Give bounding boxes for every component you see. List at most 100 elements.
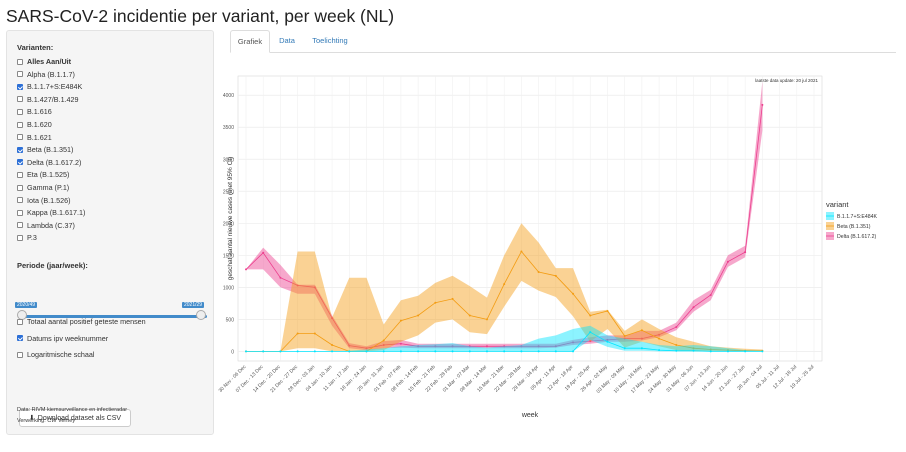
variant-checkbox-row[interactable]: Eta (B.1.525) bbox=[17, 169, 69, 180]
series-line-2 bbox=[245, 104, 763, 349]
data-point bbox=[761, 103, 764, 106]
data-point bbox=[675, 349, 678, 352]
variant-checkbox-row[interactable]: B.1.616 bbox=[17, 106, 52, 117]
data-point bbox=[348, 344, 351, 347]
variant-checkbox-label: Kappa (B.1.617.1) bbox=[27, 208, 86, 218]
legend-swatch bbox=[826, 222, 834, 230]
variant-checkbox[interactable] bbox=[17, 146, 23, 153]
variant-checkbox-row[interactable]: Kappa (B.1.617.1) bbox=[17, 207, 85, 218]
option-checkbox-label: Totaal aantal positief geteste mensen bbox=[27, 317, 146, 326]
variant-checkbox-row[interactable]: Lambda (C.37) bbox=[17, 220, 75, 231]
variant-checkbox-label: Iota (B.1.526) bbox=[27, 195, 71, 205]
variant-checkbox[interactable] bbox=[17, 121, 23, 128]
data-point bbox=[537, 350, 540, 353]
x-tick-label: 12 Jul - 18 Jul bbox=[772, 364, 798, 390]
data-point bbox=[417, 345, 420, 348]
option-checkbox-label: Datums ipv weeknummer bbox=[27, 333, 109, 343]
x-axis-label: week bbox=[521, 412, 539, 419]
data-point bbox=[451, 345, 454, 348]
variant-checkbox[interactable] bbox=[17, 171, 23, 178]
data-point bbox=[468, 345, 471, 348]
data-point bbox=[451, 297, 454, 300]
variant-checkbox[interactable] bbox=[17, 184, 23, 191]
variant-checkbox[interactable] bbox=[17, 209, 23, 216]
x-tick-label: 04 Jan - 10 Jan bbox=[305, 364, 334, 393]
legend-swatch bbox=[826, 212, 834, 220]
plot-panel bbox=[237, 75, 823, 362]
data-point bbox=[554, 274, 557, 277]
option-checkbox[interactable] bbox=[17, 351, 23, 358]
variant-checkbox[interactable] bbox=[17, 134, 23, 141]
data-point bbox=[675, 343, 678, 346]
x-tick-label: 25 Jan - 31 Jan bbox=[356, 364, 385, 393]
variant-checkbox-row[interactable]: Beta (B.1.351) bbox=[17, 144, 73, 155]
y-tick-label: 0 bbox=[231, 349, 234, 355]
variant-checkbox[interactable] bbox=[17, 83, 23, 90]
variant-checkbox-row[interactable]: Alpha (B.1.1.7) bbox=[17, 69, 75, 80]
data-point bbox=[468, 314, 471, 317]
variant-checkbox-label: P.3 bbox=[27, 233, 37, 243]
variant-checkbox[interactable] bbox=[17, 197, 23, 204]
tab-grafiek[interactable]: Grafiek bbox=[230, 30, 270, 53]
variant-checkbox-row[interactable]: B.1.621 bbox=[17, 132, 52, 143]
data-point bbox=[589, 331, 592, 334]
data-point bbox=[262, 350, 265, 353]
variant-checkbox[interactable] bbox=[17, 108, 23, 115]
option-checkbox-row[interactable]: Datums ipv weeknummer bbox=[17, 333, 108, 344]
series-line-0 bbox=[246, 331, 763, 352]
data-point bbox=[434, 301, 437, 304]
option-checkbox[interactable] bbox=[17, 335, 23, 341]
variant-checkbox-row[interactable]: B.1.427/B.1.429 bbox=[17, 94, 79, 105]
variant-checkbox[interactable] bbox=[17, 159, 23, 166]
variant-checkbox-row[interactable]: Iota (B.1.526) bbox=[17, 195, 71, 206]
option-checkbox-row[interactable]: Logaritmische schaal bbox=[17, 349, 95, 360]
option-checkbox-row[interactable]: Totaal aantal positief geteste mensen bbox=[17, 316, 146, 327]
variant-checkbox[interactable] bbox=[17, 222, 23, 229]
variant-checkbox-row[interactable]: Alles Aan/Uit bbox=[17, 56, 71, 67]
x-tick-label: 21 Dec - 27 Dec bbox=[269, 364, 299, 394]
variant-checkbox-row[interactable]: B.1.1.7+S:E484K bbox=[17, 81, 82, 92]
variant-checkbox-row[interactable]: Delta (B.1.617.2) bbox=[17, 157, 81, 168]
sidebar-panel: Varianten: Alles Aan/Uit Alpha (B.1.1.7) B… bbox=[6, 30, 214, 435]
option-checkbox[interactable] bbox=[17, 318, 23, 325]
variant-checkbox-row[interactable]: P.3 bbox=[17, 232, 37, 243]
variant-checkbox-row[interactable]: Gamma (P.1) bbox=[17, 182, 69, 193]
variant-checkbox-label: B.1.427/B.1.429 bbox=[27, 94, 79, 104]
data-point bbox=[485, 350, 488, 353]
data-point bbox=[744, 350, 747, 353]
period-slider-track[interactable] bbox=[21, 315, 207, 318]
variant-checkbox[interactable] bbox=[17, 71, 23, 78]
x-tick-label: 22 Mar - 28 Mar bbox=[493, 364, 523, 394]
x-tick-label: 28 Jun - 04 Jul bbox=[736, 364, 763, 391]
x-tick-label: 28 Dec - 03 Jan bbox=[287, 364, 316, 393]
variant-checkbox-label: B.1.620 bbox=[27, 120, 52, 129]
data-point bbox=[382, 339, 385, 342]
legend-item-label: Beta (B.1.351) bbox=[837, 224, 871, 230]
x-tick-label: 08 Feb - 14 Feb bbox=[390, 364, 420, 394]
x-tick-label: 10 May - 16 May bbox=[613, 364, 644, 395]
data-point bbox=[658, 333, 661, 336]
x-tick-label: 24 May - 30 May bbox=[647, 364, 678, 395]
data-point bbox=[692, 349, 695, 352]
data-point bbox=[658, 337, 661, 340]
x-tick-label: 15 Feb - 21 Feb bbox=[407, 364, 437, 394]
data-point bbox=[640, 347, 643, 350]
data-point bbox=[245, 350, 247, 353]
period-slider-end-handle[interactable] bbox=[196, 310, 206, 320]
data-point bbox=[589, 314, 592, 317]
x-tick-label: 11 Jan - 17 Jan bbox=[322, 364, 351, 393]
footnote-processing: Verwerking: CW Verhey bbox=[17, 418, 76, 424]
data-point bbox=[331, 343, 334, 346]
data-point bbox=[331, 350, 334, 353]
data-point bbox=[245, 350, 247, 353]
tab-toelichting[interactable]: Toelichting bbox=[312, 36, 348, 45]
data-point bbox=[348, 350, 351, 353]
download-csv-button[interactable]: ⬇ Download dataset als CSV bbox=[19, 409, 131, 427]
tab-data[interactable]: Data bbox=[279, 36, 295, 45]
variant-checkbox[interactable] bbox=[17, 58, 23, 65]
data-point bbox=[709, 350, 712, 353]
variant-checkbox-row[interactable]: B.1.620 bbox=[17, 119, 52, 130]
variant-checkbox[interactable] bbox=[17, 96, 23, 103]
variant-checkbox[interactable] bbox=[17, 234, 23, 241]
data-point bbox=[709, 348, 712, 351]
